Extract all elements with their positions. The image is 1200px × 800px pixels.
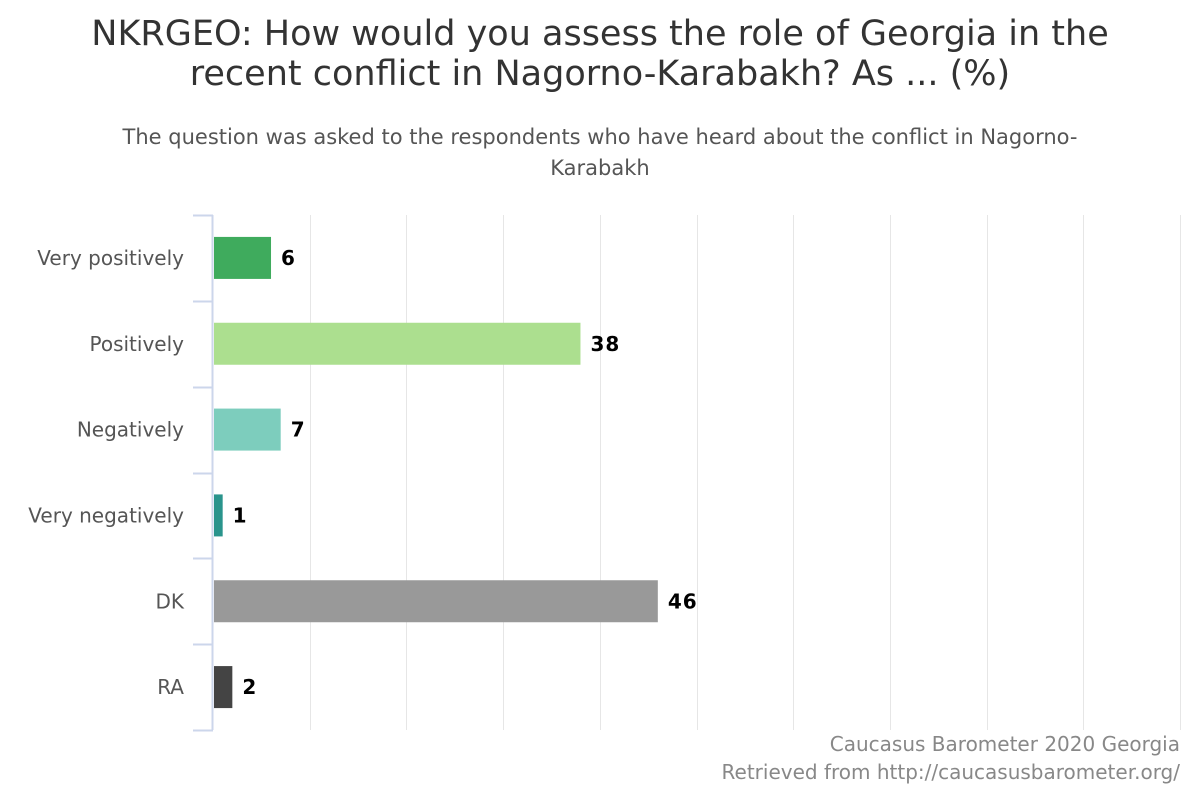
chart-subtitle-line-1: The question was asked to the respondent… — [122, 125, 1078, 149]
chart-title-line-2: recent conflict in Nagorno-Karabakh? As … — [189, 54, 1011, 94]
category-label: Negatively — [77, 418, 184, 442]
data-label: 38 — [590, 332, 620, 356]
category-label: Very positively — [37, 246, 184, 270]
chart-title-line-1: NKRGEO: How would you assess the role of… — [91, 14, 1109, 54]
chart-subtitle-line-2: Karabakh — [550, 156, 650, 180]
bar — [214, 666, 233, 709]
chart-subtitle: The question was asked to the respondent… — [0, 122, 1200, 184]
data-label: 7 — [291, 418, 306, 442]
category-label: DK — [155, 589, 184, 613]
bar — [214, 236, 272, 279]
chart-credits[interactable]: Caucasus Barometer 2020 Georgia Retrieve… — [722, 730, 1180, 786]
data-label: 46 — [668, 589, 698, 613]
data-label: 1 — [233, 503, 248, 527]
credits-url[interactable]: Retrieved from http://caucasusbarometer.… — [721, 760, 1180, 784]
bar — [214, 322, 581, 365]
chart-title: NKRGEO: How would you assess the role of… — [0, 14, 1200, 94]
bar — [214, 494, 223, 537]
credits-source: Caucasus Barometer 2020 Georgia — [829, 732, 1180, 756]
data-label: 6 — [281, 246, 296, 270]
category-label: Very negatively — [28, 503, 184, 527]
bar — [214, 408, 281, 451]
bar — [214, 580, 658, 623]
data-label: 2 — [242, 675, 257, 699]
category-label: RA — [157, 675, 184, 699]
category-label: Positively — [90, 332, 185, 356]
